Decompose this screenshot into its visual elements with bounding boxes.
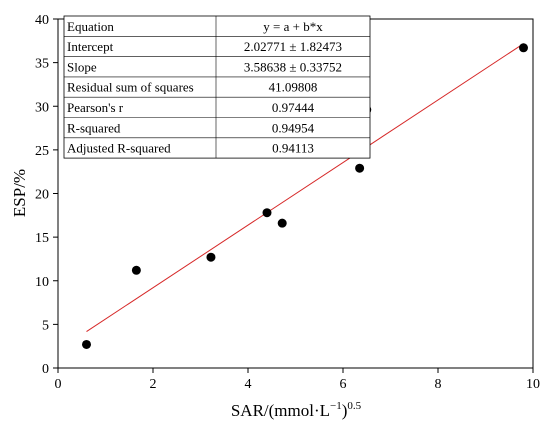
stats-value: 0.97444 <box>272 100 315 115</box>
stats-value: y = a + b*x <box>263 19 323 34</box>
data-point <box>519 43 528 53</box>
y-tick-label: 15 <box>35 231 49 246</box>
x-axis-title: SAR/(mmol·L−1)0.5 <box>231 400 362 420</box>
y-tick-label: 0 <box>42 362 49 377</box>
y-tick-label: 30 <box>35 100 49 115</box>
y-tick-label: 35 <box>35 57 49 72</box>
data-point <box>262 208 272 218</box>
stats-table-border <box>63 15 371 159</box>
stats-label: R-squared <box>67 120 121 135</box>
x-tick-label: 6 <box>340 377 347 392</box>
regression-line <box>86 43 524 332</box>
data-point <box>131 265 141 275</box>
y-axis-ticks: 0 5 10 15 20 25 30 35 40 <box>35 13 58 377</box>
stats-value: 0.94113 <box>272 141 314 156</box>
stats-label: Equation <box>67 19 114 34</box>
regression-stats-table: Equation y = a + b*x Intercept 2.02771 ± 1.… <box>63 15 371 159</box>
stats-value: 41.09808 <box>269 80 318 95</box>
x-axis-title-sup2: 0.5 <box>347 400 361 412</box>
y-tick-label: 25 <box>35 144 49 159</box>
data-point <box>355 163 365 173</box>
x-tick-label: 8 <box>435 377 442 392</box>
x-axis-title-main: SAR/(mmol·L <box>231 401 330 420</box>
x-axis-ticks: 0 2 4 6 8 10 <box>55 368 540 392</box>
stats-value: 0.94954 <box>272 120 315 135</box>
stats-label: Pearson's r <box>67 100 124 115</box>
y-tick-label: 20 <box>35 188 49 203</box>
data-point <box>82 339 91 349</box>
x-tick-label: 4 <box>245 377 252 392</box>
stats-label: Intercept <box>67 39 114 54</box>
y-tick-label: 10 <box>35 275 49 290</box>
stats-value: 3.58638 ± 0.33752 <box>244 59 342 74</box>
x-tick-label: 0 <box>55 377 62 392</box>
x-axis-title-sup1: −1 <box>330 400 342 412</box>
stats-label: Slope <box>67 59 97 74</box>
y-axis-title: ESP/% <box>10 169 29 217</box>
x-axis-title-mid: ) <box>342 401 348 420</box>
stats-value: 2.02771 ± 1.82473 <box>244 39 342 54</box>
stats-label: Residual sum of squares <box>67 80 194 95</box>
data-point <box>277 218 287 228</box>
data-point <box>206 252 216 262</box>
x-tick-label: 10 <box>526 377 540 392</box>
x-tick-label: 2 <box>150 377 157 392</box>
stats-label: Adjusted R-squared <box>67 141 171 156</box>
y-tick-label: 40 <box>35 13 49 28</box>
y-tick-label: 5 <box>42 318 49 333</box>
